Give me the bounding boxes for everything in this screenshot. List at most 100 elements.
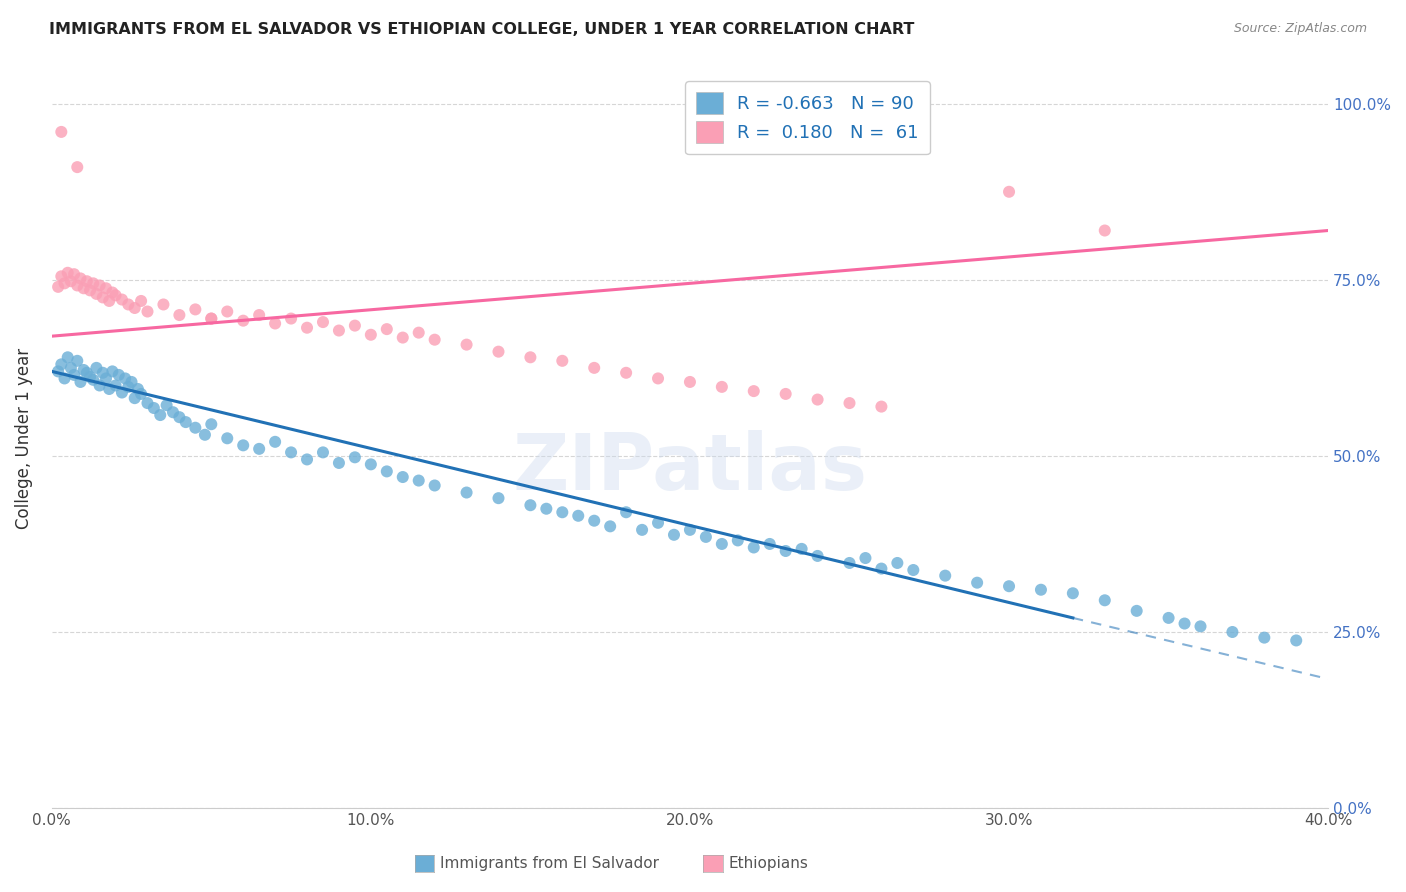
Point [886, 556, 908, 570]
Point [806, 392, 828, 407]
Point [838, 556, 860, 570]
Point [194, 427, 217, 442]
Point [679, 375, 702, 389]
Point [127, 382, 149, 396]
Point [232, 438, 254, 452]
Point [1173, 616, 1195, 631]
Point [124, 391, 146, 405]
Point [101, 285, 124, 300]
Point [149, 408, 172, 422]
Point [184, 302, 207, 317]
Point [838, 396, 860, 410]
Point [375, 464, 398, 478]
Point [551, 505, 574, 519]
Point [519, 351, 541, 365]
Point [488, 491, 510, 505]
Point [343, 450, 366, 465]
Point [63, 267, 86, 281]
Point [1094, 223, 1116, 237]
Point [328, 324, 350, 338]
Point [758, 537, 780, 551]
Point [136, 396, 159, 410]
Point [536, 501, 558, 516]
Point [599, 519, 621, 533]
Point [98, 293, 121, 308]
Y-axis label: College, Under 1 year: College, Under 1 year [15, 348, 32, 529]
Point [998, 185, 1021, 199]
Point [129, 293, 152, 308]
Point [614, 366, 637, 380]
Point [200, 417, 222, 432]
Point [408, 474, 430, 488]
Point [59, 360, 82, 375]
Point [169, 308, 191, 322]
Point [73, 281, 96, 295]
Point [117, 297, 139, 311]
Point [647, 516, 669, 530]
Point [94, 281, 117, 295]
Point [710, 380, 733, 394]
Point [46, 280, 69, 294]
Text: IMMIGRANTS FROM EL SALVADOR VS ETHIOPIAN COLLEGE, UNDER 1 YEAR CORRELATION CHART: IMMIGRANTS FROM EL SALVADOR VS ETHIOPIAN… [49, 22, 914, 37]
Text: Immigrants from El Salvador: Immigrants from El Salvador [440, 856, 659, 871]
Point [56, 266, 79, 280]
Point [89, 378, 111, 392]
Legend: R = -0.663   N = 90, R =  0.180   N =  61: R = -0.663 N = 90, R = 0.180 N = 61 [685, 81, 929, 154]
Point [114, 371, 136, 385]
Point [104, 288, 127, 302]
Point [46, 364, 69, 378]
Point [631, 523, 654, 537]
Point [51, 269, 73, 284]
Point [1062, 586, 1084, 600]
Point [66, 354, 89, 368]
Point [391, 470, 413, 484]
Point [679, 523, 702, 537]
Point [870, 561, 893, 575]
Point [295, 452, 318, 467]
Point [162, 405, 184, 419]
Point [567, 508, 589, 523]
Point [76, 274, 98, 288]
Point [111, 293, 134, 307]
Point [56, 351, 79, 365]
Point [423, 333, 446, 347]
Point [408, 326, 430, 340]
Point [53, 277, 76, 291]
Point [295, 320, 318, 334]
Point [200, 311, 222, 326]
Point [174, 415, 197, 429]
Point [742, 541, 765, 555]
Point [232, 314, 254, 328]
Point [98, 382, 121, 396]
Point [519, 498, 541, 512]
Point [647, 371, 669, 385]
Text: Ethiopians: Ethiopians [728, 856, 808, 871]
Point [1125, 604, 1147, 618]
Point [217, 431, 239, 445]
Point [86, 286, 108, 301]
Point [998, 579, 1021, 593]
Point [280, 311, 302, 326]
Point [1029, 582, 1052, 597]
Point [1094, 593, 1116, 607]
Point [583, 360, 606, 375]
Point [695, 530, 717, 544]
Text: ZIPatlas: ZIPatlas [512, 430, 868, 506]
Point [343, 318, 366, 333]
Point [1285, 633, 1308, 648]
Point [91, 366, 114, 380]
Point [94, 371, 117, 385]
Point [117, 380, 139, 394]
Point [82, 373, 104, 387]
Point [1189, 619, 1212, 633]
Point [76, 366, 98, 380]
Point [375, 322, 398, 336]
Point [1222, 625, 1244, 640]
Point [104, 378, 127, 392]
Point [69, 271, 91, 285]
Point [124, 301, 146, 315]
Point [247, 442, 270, 456]
Point [79, 284, 101, 298]
Point [63, 368, 86, 382]
Point [488, 344, 510, 359]
